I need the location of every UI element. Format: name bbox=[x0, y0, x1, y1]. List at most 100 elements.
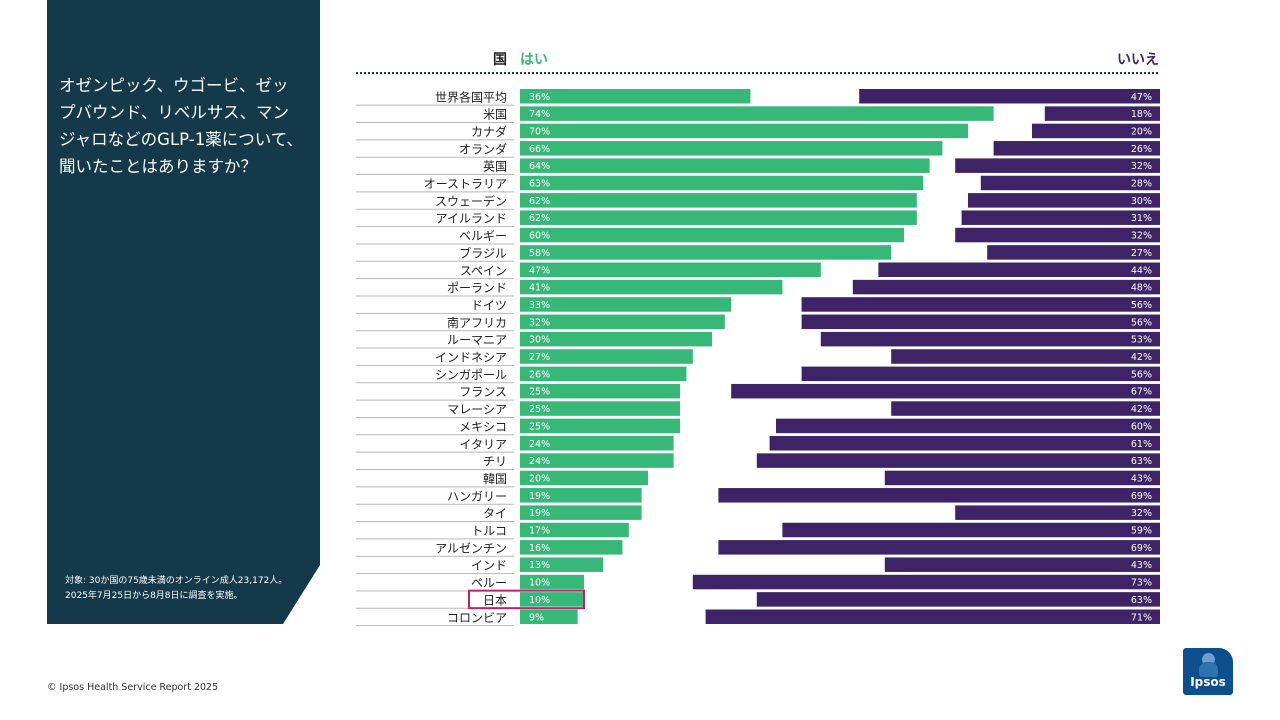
bar-no bbox=[1032, 123, 1160, 139]
category-label: シンガポール bbox=[435, 368, 507, 382]
bar-no bbox=[801, 366, 1160, 382]
value-label-yes: 17% bbox=[529, 526, 550, 537]
value-label-yes: 66% bbox=[529, 144, 550, 155]
bar-yes bbox=[520, 123, 968, 139]
category-label: アイルランド bbox=[436, 212, 507, 226]
value-label-yes: 27% bbox=[529, 352, 550, 363]
value-label-yes: 26% bbox=[529, 369, 550, 380]
survey-note-line-2: 2025年7月25日から8月8日に調査を実施。 bbox=[65, 591, 243, 601]
category-label: ベルギー bbox=[459, 229, 507, 243]
bar-yes bbox=[520, 401, 680, 416]
bar-no bbox=[769, 436, 1160, 451]
bar-no bbox=[801, 314, 1160, 330]
bar-no bbox=[993, 141, 1160, 156]
value-label-yes: 10% bbox=[529, 578, 550, 589]
bar-no bbox=[968, 193, 1160, 208]
diverging-bar-chart: 国 はい いいえ 世界各国平均 36% 47% 米国 74% 18% カナダ 70% 20% オラ… bbox=[356, 52, 1160, 627]
category-label: ブラジル bbox=[459, 245, 507, 260]
value-label-no: 61% bbox=[1131, 439, 1152, 450]
bar-yes bbox=[520, 175, 924, 191]
value-label-no: 26% bbox=[1131, 144, 1152, 155]
bar-yes bbox=[520, 609, 578, 624]
bar-yes bbox=[520, 314, 725, 330]
chart-rows: 世界各国平均 36% 47% 米国 74% 18% カナダ 70% 20% オランダ 66% 26% 英… bbox=[356, 89, 1160, 627]
header-country: 国 bbox=[493, 52, 507, 68]
bar-yes bbox=[520, 366, 687, 382]
bar-no bbox=[782, 522, 1160, 538]
category-label: オーストラリア bbox=[424, 177, 507, 191]
value-label-yes: 20% bbox=[529, 473, 550, 484]
value-label-no: 48% bbox=[1131, 283, 1152, 294]
value-label-no: 69% bbox=[1131, 491, 1152, 502]
value-label-yes: 64% bbox=[529, 161, 550, 172]
bar-no bbox=[692, 574, 1160, 590]
value-label-no: 32% bbox=[1131, 231, 1152, 242]
bar-no bbox=[961, 210, 1160, 225]
bar-yes bbox=[520, 279, 783, 295]
bar-no bbox=[955, 505, 1160, 520]
category-label: フランス bbox=[459, 385, 507, 399]
value-label-yes: 30% bbox=[529, 335, 550, 346]
category-label: 英国 bbox=[483, 160, 507, 174]
header-no: いいえ bbox=[1117, 52, 1159, 68]
bar-no bbox=[718, 488, 1160, 503]
bar-no bbox=[718, 540, 1160, 555]
category-label: ペルー bbox=[471, 576, 507, 590]
question-panel: オゼンピック、ウゴービ、ゼップバウンド、リベルサス、マンジャロなどのGLP-1薬… bbox=[47, 0, 320, 624]
value-label-no: 32% bbox=[1131, 508, 1152, 519]
ipsos-logo: Ipsos bbox=[1183, 648, 1233, 695]
value-label-yes: 9% bbox=[529, 612, 544, 623]
value-label-no: 63% bbox=[1131, 456, 1152, 467]
bar-yes bbox=[520, 210, 917, 225]
question-text: オゼンピック、ウゴービ、ゼップバウンド、リベルサス、マンジャロなどのGLP-1薬… bbox=[59, 76, 303, 176]
bar-yes bbox=[520, 245, 892, 260]
bar-yes bbox=[520, 106, 994, 121]
category-label: ルーマニア bbox=[447, 333, 507, 347]
category-label: インド bbox=[471, 559, 507, 573]
value-label-no: 32% bbox=[1131, 161, 1152, 172]
value-label-no: 43% bbox=[1131, 560, 1152, 571]
value-label-no: 30% bbox=[1131, 196, 1152, 207]
bar-no bbox=[756, 453, 1160, 468]
value-label-yes: 36% bbox=[529, 92, 550, 103]
value-label-no: 56% bbox=[1131, 300, 1152, 311]
bar-no bbox=[731, 383, 1160, 399]
category-label: ドイツ bbox=[471, 298, 507, 312]
value-label-no: 20% bbox=[1131, 126, 1152, 137]
value-label-yes: 19% bbox=[529, 491, 550, 502]
value-label-no: 42% bbox=[1131, 352, 1152, 363]
value-label-yes: 16% bbox=[529, 543, 550, 554]
value-label-no: 44% bbox=[1131, 265, 1152, 276]
value-label-no: 42% bbox=[1131, 404, 1152, 415]
bar-no bbox=[776, 418, 1160, 434]
category-label: チリ bbox=[483, 455, 507, 469]
bar-no bbox=[878, 262, 1160, 277]
bar-yes bbox=[520, 227, 904, 243]
bar-yes bbox=[520, 383, 680, 399]
bar-yes bbox=[520, 436, 674, 451]
value-label-yes: 24% bbox=[529, 456, 550, 467]
bar-no bbox=[884, 470, 1160, 486]
bar-yes bbox=[520, 418, 680, 434]
bar-yes bbox=[520, 141, 943, 156]
bar-no bbox=[852, 279, 1160, 295]
bar-yes bbox=[520, 297, 732, 312]
category-label: アルゼンチン bbox=[435, 541, 507, 555]
bar-yes bbox=[520, 193, 917, 208]
value-label-no: 56% bbox=[1131, 369, 1152, 380]
category-label: スウェーデン bbox=[435, 193, 507, 208]
value-label-yes: 41% bbox=[529, 283, 550, 294]
value-label-no: 47% bbox=[1131, 92, 1152, 103]
bar-no bbox=[891, 349, 1160, 364]
category-label: オランダ bbox=[459, 141, 507, 156]
bar-no bbox=[820, 331, 1160, 347]
bar-yes bbox=[520, 592, 584, 607]
bar-yes bbox=[520, 349, 693, 364]
value-label-yes: 25% bbox=[529, 404, 550, 415]
category-label: マレーシア bbox=[447, 403, 507, 417]
value-label-yes: 70% bbox=[529, 126, 550, 137]
bar-yes bbox=[520, 505, 642, 520]
value-label-yes: 47% bbox=[529, 265, 550, 276]
category-label: インドネシア bbox=[435, 351, 507, 365]
value-label-no: 71% bbox=[1131, 612, 1152, 623]
